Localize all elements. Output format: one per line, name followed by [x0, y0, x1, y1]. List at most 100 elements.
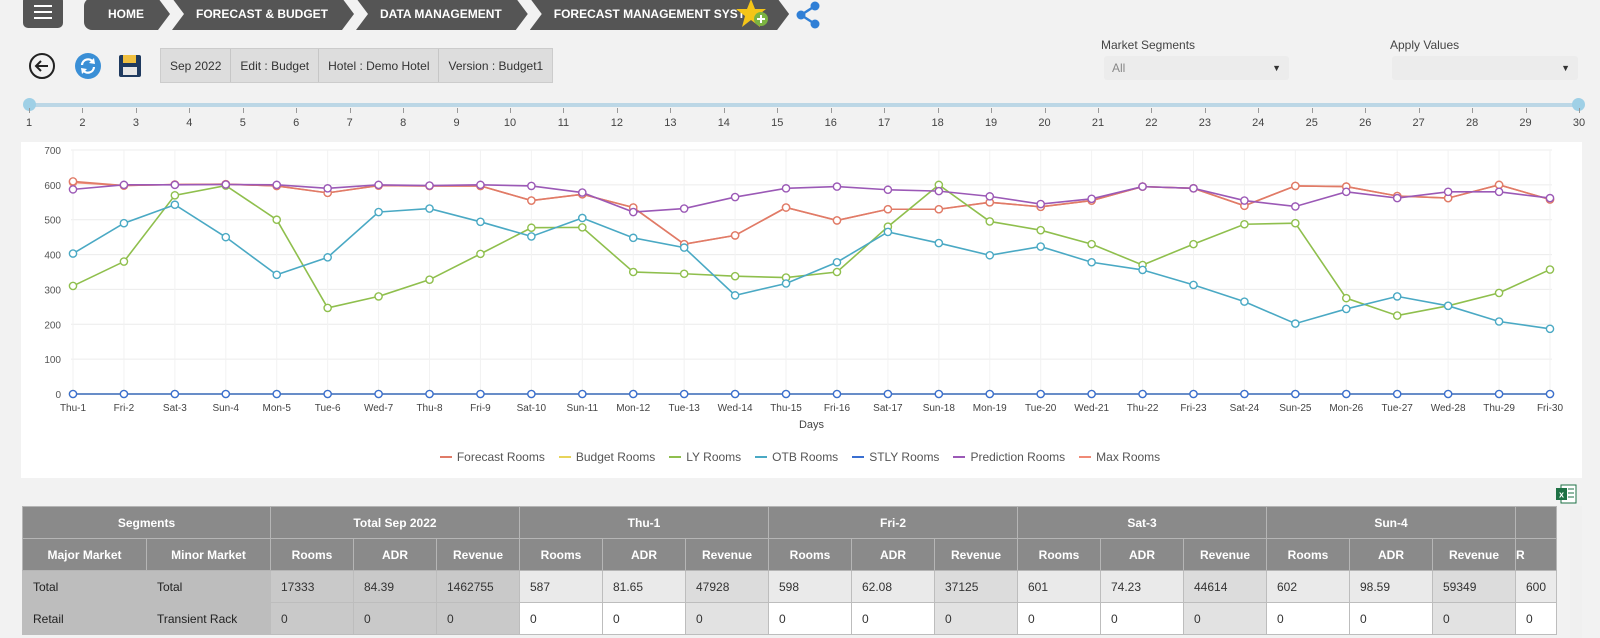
- grid-cell[interactable]: 62.08: [851, 570, 935, 603]
- grid-cell[interactable]: 0: [934, 602, 1018, 635]
- grid-cell[interactable]: 0: [602, 602, 686, 635]
- share-icon[interactable]: [794, 0, 822, 30]
- grid-header-day: Fri-2: [768, 506, 1018, 539]
- refresh-icon[interactable]: [74, 52, 102, 80]
- slider-handle-start[interactable]: [23, 98, 36, 111]
- grid-column-header: Rooms: [519, 538, 603, 571]
- series-line-prediction-rooms: [72, 183, 1551, 213]
- data-point-prediction-rooms: [1341, 187, 1351, 197]
- data-point-prediction-rooms: [679, 204, 689, 213]
- grid-cell: 84.39: [353, 570, 437, 603]
- data-point-otb-rooms: [985, 250, 995, 260]
- excel-export-icon[interactable]: x: [1555, 484, 1577, 504]
- data-point-otb-rooms: [628, 233, 638, 243]
- grid-cell[interactable]: 587: [519, 570, 603, 603]
- grid-cell[interactable]: 44614: [1183, 570, 1267, 603]
- legend-label: Budget Rooms: [575, 450, 656, 464]
- grid-cell[interactable]: 0: [1514, 602, 1558, 635]
- slider-handle-end[interactable]: [1572, 98, 1585, 111]
- grid-cell[interactable]: 0: [1349, 602, 1433, 635]
- grid-cell[interactable]: 0: [851, 602, 935, 635]
- data-point-otb-rooms: [68, 249, 78, 258]
- legend-item[interactable]: Max Rooms: [1079, 450, 1160, 464]
- grid-cell[interactable]: 0: [685, 602, 769, 635]
- data-point-stly-rooms: [781, 389, 791, 399]
- grid-cell[interactable]: 37125: [934, 570, 1018, 603]
- data-point-prediction-rooms: [1545, 193, 1555, 203]
- grid-cell[interactable]: 0: [519, 602, 603, 635]
- data-point-ly-rooms: [170, 191, 180, 200]
- save-icon[interactable]: [116, 52, 144, 80]
- back-arrow-icon[interactable]: [28, 52, 56, 80]
- data-point-prediction-rooms: [832, 182, 842, 191]
- data-point-ly-rooms: [1494, 288, 1504, 298]
- slider-tick: [991, 108, 993, 113]
- add-favorite-icon[interactable]: [735, 0, 771, 30]
- grid-cell[interactable]: 600: [1514, 570, 1558, 603]
- legend-item[interactable]: OTB Rooms: [755, 450, 838, 464]
- grid-scrollbar[interactable]: [1570, 506, 1582, 638]
- data-point-stly-rooms: [1494, 389, 1504, 399]
- grid-cell[interactable]: 47928: [685, 570, 769, 603]
- breadcrumb-home[interactable]: HOME: [84, 0, 170, 30]
- data-point-ly-rooms: [1036, 225, 1045, 235]
- breadcrumb-forecast-budget[interactable]: FORECAST & BUDGET: [172, 0, 354, 30]
- legend-swatch: [755, 456, 768, 458]
- slider-tick-label: 8: [400, 117, 407, 129]
- grid-cell[interactable]: 602: [1266, 570, 1350, 603]
- data-point-stly-rooms: [119, 389, 129, 399]
- grid-cell[interactable]: 98.59: [1349, 570, 1433, 603]
- grid-cell: Total: [22, 570, 147, 603]
- slider-tick: [1365, 108, 1367, 113]
- x-tick-label: Sat-10: [517, 403, 547, 414]
- data-point-stly-rooms: [425, 389, 434, 399]
- legend-item[interactable]: LY Rooms: [669, 450, 741, 464]
- data-point-stly-rooms: [934, 389, 944, 399]
- slider-tick-label: 21: [1091, 117, 1105, 129]
- x-tick-label: Thu-22: [1127, 403, 1159, 414]
- grid-cell[interactable]: 74.23: [1100, 570, 1184, 603]
- data-point-prediction-rooms: [781, 184, 791, 193]
- data-point-otb-rooms: [1036, 242, 1045, 251]
- grid-header-total: Total Sep 2022: [270, 506, 520, 539]
- x-tick-label: Mon-12: [616, 403, 650, 414]
- data-point-forecast-rooms: [730, 231, 740, 240]
- data-point-otb-rooms: [425, 204, 434, 213]
- y-tick-label: 100: [44, 355, 61, 366]
- grid-cell[interactable]: 0: [1017, 602, 1101, 635]
- breadcrumb-data-management[interactable]: DATA MANAGEMENT: [356, 0, 528, 30]
- slider-tick-label: 20: [1038, 117, 1051, 129]
- legend-item[interactable]: STLY Rooms: [852, 450, 939, 464]
- data-point-ly-rooms: [323, 303, 332, 313]
- y-tick-label: 500: [44, 216, 61, 227]
- grid-cell[interactable]: 81.65: [602, 570, 686, 603]
- legend-item[interactable]: Forecast Rooms: [439, 450, 545, 464]
- y-tick-label: 400: [44, 251, 61, 262]
- legend-item[interactable]: Prediction Rooms: [953, 450, 1065, 464]
- data-point-stly-rooms: [170, 389, 180, 399]
- grid-cell[interactable]: 0: [768, 602, 852, 635]
- grid-cell[interactable]: 0: [1183, 602, 1267, 635]
- chart-legend: Forecast Rooms Budget Rooms LY Rooms OTB Ro…: [0, 450, 1600, 464]
- legend-swatch: [1079, 456, 1092, 458]
- data-point-stly-rooms: [985, 389, 995, 399]
- legend-item[interactable]: Budget Rooms: [558, 450, 656, 464]
- slider-tick: [1418, 108, 1420, 113]
- grid-cell: Total: [146, 570, 271, 603]
- data-point-prediction-rooms: [68, 185, 78, 194]
- menu-button[interactable]: [23, 0, 63, 28]
- data-point-ly-rooms: [374, 292, 383, 301]
- market-segments-select[interactable]: All ▼: [1104, 56, 1289, 80]
- grid-cell[interactable]: 0: [1432, 602, 1516, 635]
- grid-cell[interactable]: 0: [1100, 602, 1184, 635]
- apply-values-select[interactable]: ▼: [1392, 56, 1578, 80]
- data-point-otb-rooms: [1494, 317, 1504, 326]
- grid-cell[interactable]: 598: [768, 570, 852, 603]
- grid-cell[interactable]: 601: [1017, 570, 1101, 603]
- x-tick-label: Mon-26: [1329, 403, 1363, 414]
- grid-cell[interactable]: 0: [1266, 602, 1350, 635]
- grid-cell[interactable]: 59349: [1432, 570, 1516, 603]
- grid-header-partial: [1514, 506, 1558, 539]
- data-point-stly-rooms: [323, 389, 332, 399]
- day-range-slider[interactable]: [29, 103, 1579, 107]
